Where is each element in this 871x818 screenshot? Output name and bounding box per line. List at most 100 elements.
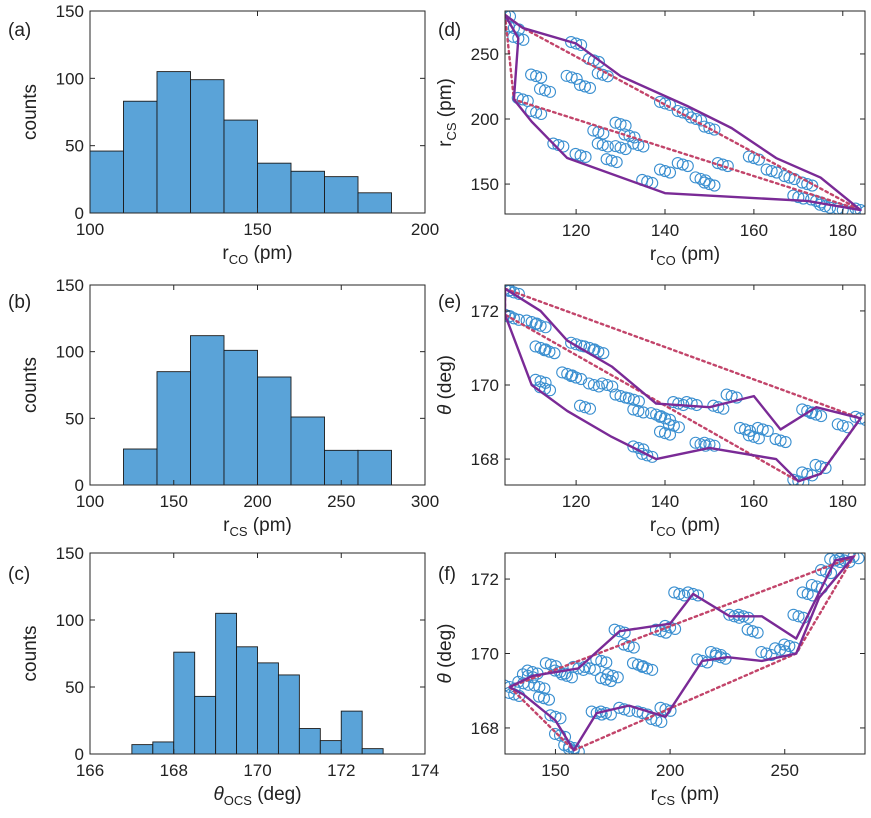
histogram-bar — [258, 163, 292, 213]
y-tick-label: 100 — [56, 611, 84, 630]
concave-hull-line — [510, 557, 854, 751]
x-tick-label: 200 — [243, 492, 271, 511]
y-tick-label: 170 — [471, 645, 499, 664]
y-tick-label: 168 — [471, 450, 499, 469]
y-tick-label: 150 — [56, 2, 84, 21]
panel-c: (c)166 168 170 172 174050100150θOCS (deg)cou… — [8, 544, 439, 808]
histogram-bar — [362, 749, 383, 754]
x-tick-label: 140 — [651, 221, 679, 240]
x-tick-label: 180 — [829, 221, 857, 240]
histogram-bar — [258, 663, 279, 754]
x-tick-label: 170 — [243, 761, 271, 780]
histogram-bar — [358, 450, 392, 485]
x-tick-label: 250 — [327, 492, 355, 511]
histogram-bar — [291, 417, 325, 485]
y-tick-label: 170 — [471, 376, 499, 395]
histogram-bar — [90, 151, 124, 213]
x-tick-label: 200 — [656, 761, 684, 780]
x-tick-label: 160 — [740, 492, 768, 511]
y-tick-label: 100 — [56, 69, 84, 88]
x-tick-label: 168 — [160, 761, 188, 780]
histogram-bar — [157, 72, 191, 213]
histogram-bar — [237, 647, 258, 754]
histogram-bar — [132, 745, 153, 754]
y-tick-label: 250 — [471, 45, 499, 64]
y-tick-label: 50 — [65, 137, 84, 156]
y-tick-label: 0 — [75, 745, 84, 764]
x-tick-label: 140 — [651, 492, 679, 511]
panel-letter: (c) — [8, 564, 30, 585]
x-tick-label: 174 — [411, 761, 439, 780]
histogram-bar — [258, 377, 292, 485]
y-tick-label: 50 — [65, 678, 84, 697]
axes-box — [505, 285, 865, 485]
x-axis-label: rCO (pm) — [650, 515, 720, 539]
panel-letter: (f) — [438, 564, 456, 585]
panel-a: (a) 100 150 200 0 50 100 150 rCO (pm) counts — [8, 2, 439, 267]
y-axis-label: counts — [20, 626, 41, 682]
plot-area — [495, 8, 871, 217]
histogram-bar — [216, 613, 237, 754]
plot-area — [499, 550, 864, 758]
y-axis-label: counts — [20, 357, 41, 413]
x-tick-label: 300 — [411, 492, 439, 511]
histogram-bar — [174, 652, 195, 754]
x-tick-label: 250 — [771, 761, 799, 780]
panel-letter: (b) — [8, 292, 31, 313]
panel-d: (d) 120 140 160 180 150 200 250 rCO (pm) rCS (pm) — [435, 8, 871, 268]
panel-letter: (e) — [438, 292, 461, 313]
x-axis-label: θOCS (deg) — [213, 784, 301, 808]
y-axis-label: θ (deg) — [435, 624, 456, 684]
histogram-bar — [325, 450, 359, 485]
x-tick-label: 172 — [327, 761, 355, 780]
x-tick-label: 150 — [160, 492, 188, 511]
y-tick-label: 150 — [56, 544, 84, 563]
histogram-bar — [157, 372, 191, 485]
histogram-bar — [325, 177, 359, 213]
plot-area — [495, 282, 871, 489]
y-tick-label: 150 — [471, 175, 499, 194]
histogram-bar — [153, 742, 174, 754]
panel-letter: (a) — [8, 20, 31, 41]
x-tick-label: 200 — [411, 220, 439, 239]
histogram-bar — [299, 729, 320, 754]
scatter-point — [495, 282, 506, 293]
scatter-point — [860, 414, 871, 425]
scatter-point — [495, 8, 506, 19]
y-tick-label: 200 — [471, 110, 499, 129]
y-axis-label: θ (deg) — [435, 355, 456, 415]
panel-b: (b)100 150 200 250 300050100150rCS (pm)count… — [8, 276, 439, 539]
histogram-bar — [191, 336, 225, 485]
x-tick-label: 150 — [243, 220, 271, 239]
x-tick-label: 160 — [740, 221, 768, 240]
histogram-bar — [224, 120, 258, 213]
panel-e: (e) 120 140 160 180 168 170 172 rCO (pm) θ (deg) — [435, 282, 871, 539]
concave-hull-line — [505, 289, 861, 482]
y-tick-label: 150 — [56, 276, 84, 295]
y-axis-label: rCS (pm) — [435, 78, 459, 147]
y-tick-label: 172 — [471, 302, 499, 321]
y-tick-label: 168 — [471, 719, 499, 738]
x-axis-label: rCS (pm) — [651, 784, 720, 808]
histogram-bar — [224, 350, 258, 485]
panel-f: (f)150 200 250168170172rCS (pm)θ (deg) — [435, 550, 865, 808]
y-tick-label: 0 — [75, 204, 84, 223]
x-tick-label: 120 — [562, 221, 590, 240]
histogram-bar — [358, 193, 392, 213]
scatter-point — [860, 206, 871, 217]
x-axis-label: rCS (pm) — [223, 515, 292, 539]
x-axis-label: rCO (pm) — [222, 243, 292, 267]
histogram-bar — [191, 80, 225, 213]
y-tick-label: 0 — [75, 476, 84, 495]
histogram-bar — [291, 171, 325, 213]
histogram-bar — [320, 741, 341, 754]
y-axis-label: counts — [20, 84, 41, 140]
x-tick-label: 180 — [829, 492, 857, 511]
histogram-bar — [124, 449, 158, 485]
y-tick-label: 172 — [471, 570, 499, 589]
histogram-bar — [278, 675, 299, 754]
histogram-bar — [341, 711, 362, 754]
x-tick-label: 120 — [562, 492, 590, 511]
y-tick-label: 50 — [65, 409, 84, 428]
